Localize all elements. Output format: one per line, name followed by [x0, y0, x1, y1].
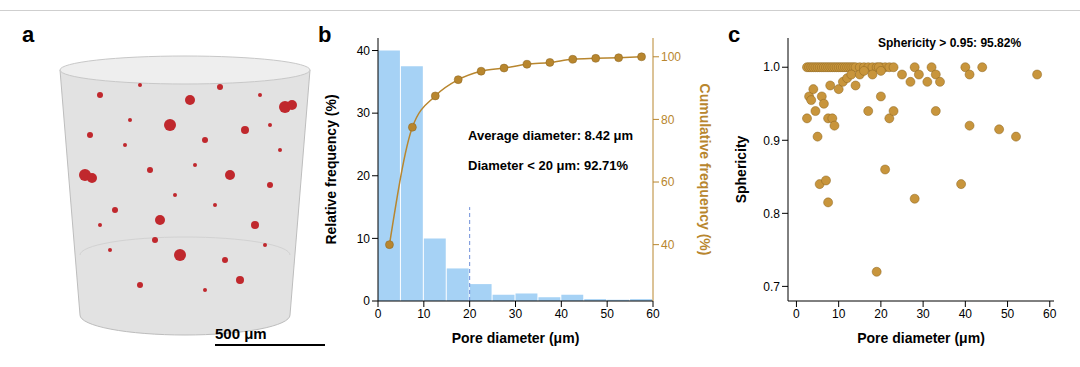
svg-text:50: 50 [1001, 307, 1015, 321]
svg-text:20: 20 [874, 307, 888, 321]
svg-text:10: 10 [832, 307, 846, 321]
svg-text:40: 40 [555, 307, 569, 321]
svg-text:100: 100 [661, 50, 681, 64]
svg-text:60: 60 [646, 307, 660, 321]
svg-text:20: 20 [357, 169, 371, 183]
html-text:Sphericity > 0.95: 95.82%: Sphericity > 0.95: 95.82% [878, 36, 1022, 50]
svg-text:0.7: 0.7 [763, 280, 780, 294]
html-text:Average diameter: 8.42 μm: Average diameter: 8.42 μm [468, 128, 633, 143]
svg-text:50: 50 [600, 307, 614, 321]
svg-text:40: 40 [959, 307, 973, 321]
svg-text:60: 60 [1043, 307, 1057, 321]
svg-text:0.8: 0.8 [763, 207, 780, 221]
html-text:c: c [728, 22, 741, 47]
html-text:b: b [318, 22, 332, 47]
svg-text:10: 10 [357, 232, 371, 246]
svg-text:0: 0 [793, 307, 800, 321]
svg-text:1.0: 1.0 [763, 60, 780, 74]
svg-text:0.9: 0.9 [763, 134, 780, 148]
svg-text:40: 40 [357, 44, 371, 58]
svg-text:Pore diameter (μm): Pore diameter (μm) [452, 330, 580, 346]
svg-text:20: 20 [463, 307, 477, 321]
svg-text:Sphericity: Sphericity [733, 135, 749, 203]
svg-text:0: 0 [363, 294, 370, 308]
svg-text:0: 0 [375, 307, 382, 321]
svg-text:40: 40 [661, 238, 675, 252]
svg-text:30: 30 [357, 106, 371, 120]
html-text:a: a [22, 22, 35, 47]
svg-text:Relative frequency (%): Relative frequency (%) [323, 94, 339, 244]
svg-text:30: 30 [916, 307, 930, 321]
svg-text:80: 80 [661, 113, 675, 127]
svg-text:Cumulative frequency (%): Cumulative frequency (%) [697, 84, 713, 256]
html-text:Diameter < 20 μm: 92.71%: Diameter < 20 μm: 92.71% [468, 158, 629, 173]
html-text:500 μm: 500 μm [215, 325, 267, 342]
svg-text:10: 10 [417, 307, 431, 321]
svg-text:60: 60 [661, 175, 675, 189]
svg-text:Pore diameter (μm): Pore diameter (μm) [857, 330, 985, 346]
svg-text:30: 30 [509, 307, 523, 321]
